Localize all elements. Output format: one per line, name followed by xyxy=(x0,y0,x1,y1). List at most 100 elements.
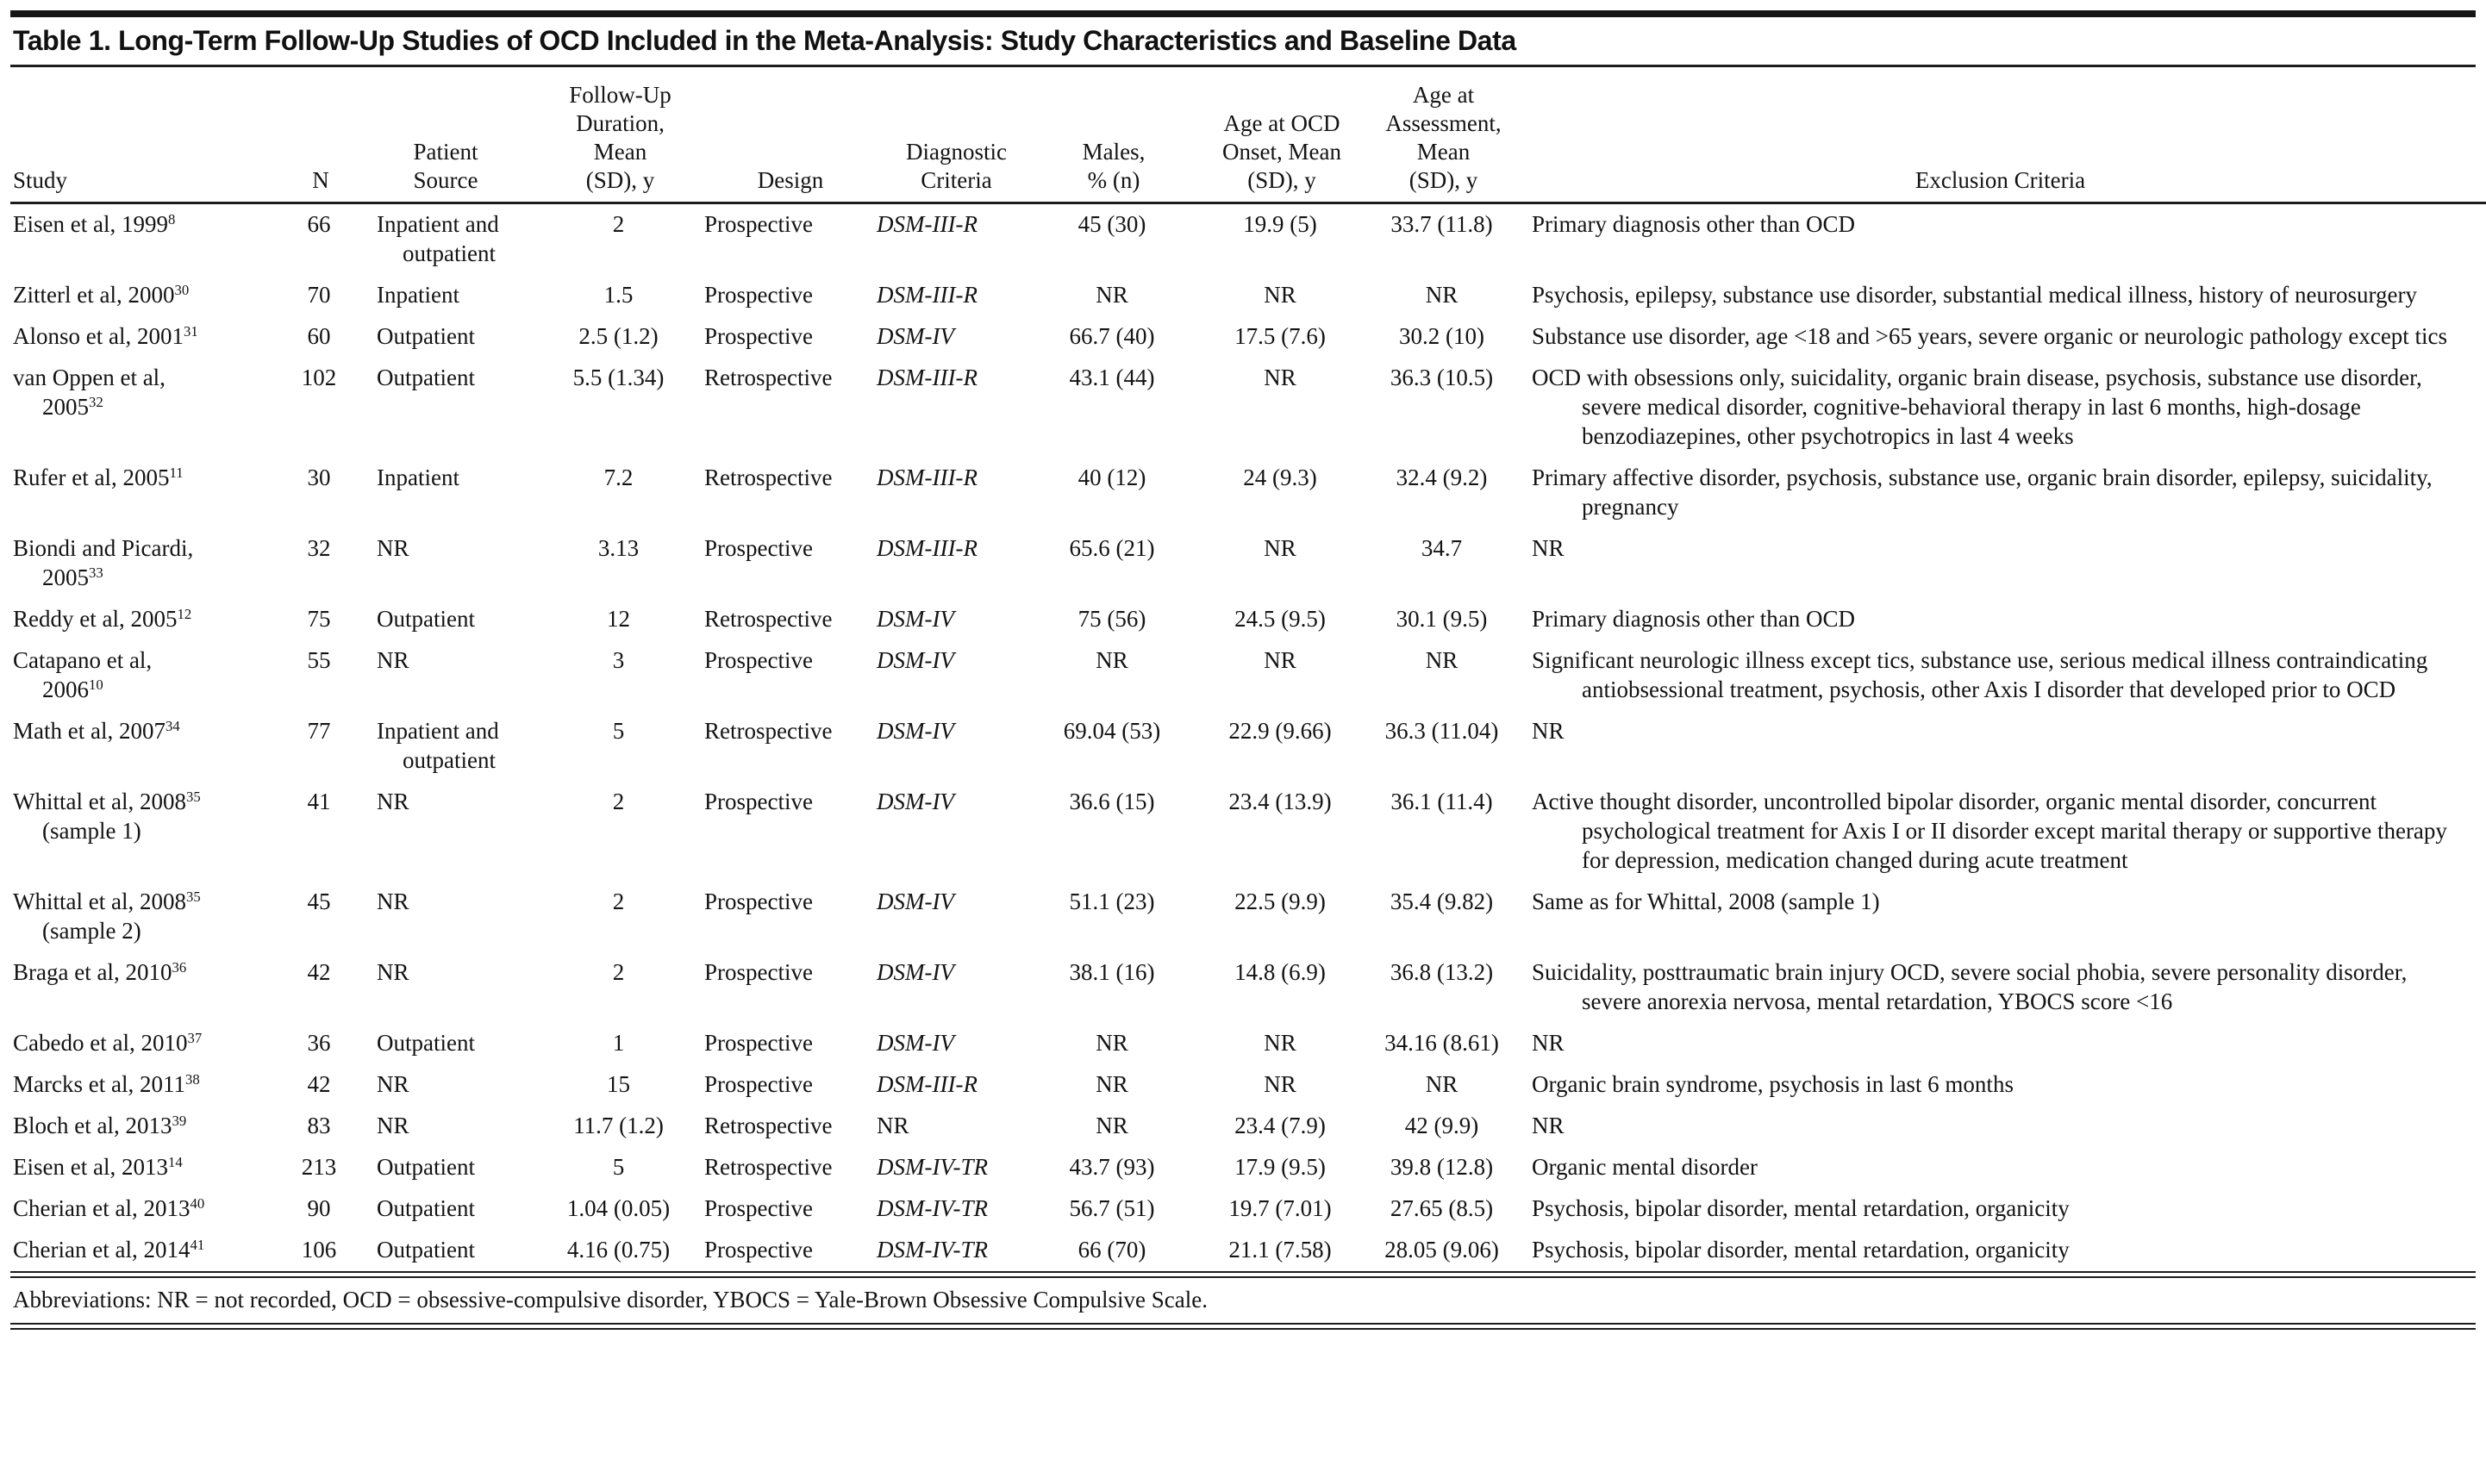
males-value: 36.6 (15) xyxy=(1069,789,1155,814)
cell-diagnostic: DSM-III-R xyxy=(877,358,1036,458)
cell-onset: NR xyxy=(1191,528,1372,599)
assessment-value: 32.4 (9.2) xyxy=(1396,465,1488,490)
cell-males: 69.04 (53) xyxy=(1036,711,1191,782)
cell-onset: 24.5 (9.5) xyxy=(1191,599,1372,640)
cell-assessment: 34.16 (8.61) xyxy=(1372,1023,1515,1064)
followup-value: 1.5 xyxy=(603,282,634,308)
cell-assessment: 30.1 (9.5) xyxy=(1372,599,1515,640)
exclusion-value: Primary diagnosis other than OCD xyxy=(1532,211,1855,237)
cell-study: Cabedo et al, 201037 xyxy=(10,1023,286,1064)
cell-assessment: 36.3 (11.04) xyxy=(1372,711,1515,782)
cell-design: Retrospective xyxy=(704,458,877,528)
cell-males: 40 (12) xyxy=(1036,458,1191,528)
assessment-value: 42 (9.9) xyxy=(1404,1113,1479,1138)
cell-study: Alonso et al, 200131 xyxy=(10,316,286,358)
n-value: 36 xyxy=(307,1030,331,1056)
cell-source: NR xyxy=(355,882,536,952)
reference-superscript: 37 xyxy=(187,1029,203,1046)
header-n: N xyxy=(286,67,355,204)
onset-value: 23.4 (13.9) xyxy=(1228,789,1332,814)
cell-followup: 5.5 (1.34) xyxy=(536,358,704,458)
cell-design: Retrospective xyxy=(704,1106,877,1147)
source-value: NR xyxy=(377,959,409,985)
n-value: 75 xyxy=(307,606,331,632)
exclusion-value: Psychosis, bipolar disorder, mental reta… xyxy=(1532,1195,2070,1221)
cell-diagnostic: DSM-IV xyxy=(877,952,1036,1023)
cell-n: 213 xyxy=(286,1147,355,1188)
cell-study: Math et al, 200734 xyxy=(10,711,286,782)
cell-exclusion: Significant neurologic illness except ti… xyxy=(1515,640,2486,711)
cell-assessment: 30.2 (10) xyxy=(1372,316,1515,358)
cell-males: 56.7 (51) xyxy=(1036,1188,1191,1230)
page-end-rule-divider xyxy=(10,1323,2476,1330)
study-name: Cabedo et al, 201037 xyxy=(13,1029,203,1056)
cell-followup: 5 xyxy=(536,1147,704,1188)
cell-males: 43.7 (93) xyxy=(1036,1147,1191,1188)
cell-design: Prospective xyxy=(704,203,877,276)
table-row: Cherian et al, 201340 90 Outpatient 1.04 (0… xyxy=(10,1188,2486,1230)
cell-design: Retrospective xyxy=(704,1147,877,1188)
cell-n: 41 xyxy=(286,782,355,882)
cell-design: Prospective xyxy=(704,275,877,316)
reference-superscript: 31 xyxy=(183,322,198,340)
study-name: Math et al, 200734 xyxy=(13,717,180,744)
source-value: NR xyxy=(377,1071,409,1097)
study-name: Marcks et al, 201138 xyxy=(13,1070,200,1097)
cell-design: Retrospective xyxy=(704,358,877,458)
cell-diagnostic: DSM-IV xyxy=(877,1023,1036,1064)
cell-study: Reddy et al, 200512 xyxy=(10,599,286,640)
cell-source: Inpatient and outpatient xyxy=(355,711,536,782)
table-body: Eisen et al, 19998 66 Inpatient and outpat… xyxy=(10,203,2486,1272)
reference-superscript: 41 xyxy=(190,1236,205,1253)
cell-study: Whittal et al, 200835 (sample 1) xyxy=(10,782,286,882)
cell-study: Marcks et al, 201138 xyxy=(10,1064,286,1106)
n-value: 30 xyxy=(307,465,331,490)
source-value: NR xyxy=(377,889,409,914)
n-value: 77 xyxy=(307,718,331,744)
exclusion-value: OCD with obsessions only, suicidality, o… xyxy=(1532,365,2422,449)
cell-study: Biondi and Picardi, 200533 xyxy=(10,528,286,599)
diagnostic-value: DSM-IV xyxy=(877,789,954,814)
cell-followup: 12 xyxy=(536,599,704,640)
cell-diagnostic: DSM-III-R xyxy=(877,203,1036,276)
table-row: Whittal et al, 200835 (sample 2) 45 NR 2 Pros… xyxy=(10,882,2486,952)
design-value: Retrospective xyxy=(704,465,833,490)
n-value: 70 xyxy=(307,282,331,308)
cell-males: 38.1 (16) xyxy=(1036,952,1191,1023)
design-value: Prospective xyxy=(704,1195,813,1221)
design-value: Prospective xyxy=(704,647,813,673)
header-design: Design xyxy=(704,67,877,204)
cell-study: Zitterl et al, 200030 xyxy=(10,275,286,316)
cell-study: Eisen et al, 201314 xyxy=(10,1147,286,1188)
design-value: Prospective xyxy=(704,1237,813,1263)
onset-value: 24.5 (9.5) xyxy=(1234,606,1326,632)
cell-onset: 19.7 (7.01) xyxy=(1191,1188,1372,1230)
assessment-value: 35.4 (9.82) xyxy=(1390,889,1494,914)
design-value: Prospective xyxy=(704,323,813,349)
top-rule-divider xyxy=(10,10,2476,17)
cell-assessment: 35.4 (9.82) xyxy=(1372,882,1515,952)
reference-superscript: 33 xyxy=(89,564,103,581)
cell-diagnostic: NR xyxy=(877,1106,1036,1147)
study-name: Cherian et al, 201340 xyxy=(13,1194,205,1221)
table-row: Alonso et al, 200131 60 Outpatient 2.5 (1.2… xyxy=(10,316,2486,358)
cell-source: Outpatient xyxy=(355,599,536,640)
cell-exclusion: Primary diagnosis other than OCD xyxy=(1515,203,2486,276)
cell-study: Rufer et al, 200511 xyxy=(10,458,286,528)
header-males: Males, % (n) xyxy=(1036,67,1191,204)
onset-value: 22.9 (9.66) xyxy=(1228,718,1332,744)
table-row: Marcks et al, 201138 42 NR 15 Prospective DSM… xyxy=(10,1064,2486,1106)
journal-table-page: Table 1. Long-Term Follow-Up Studies of … xyxy=(0,10,2486,1330)
cell-assessment: 27.65 (8.5) xyxy=(1372,1188,1515,1230)
males-value: NR xyxy=(1096,282,1128,308)
source-value: Inpatient and outpatient xyxy=(377,211,499,266)
reference-superscript: 30 xyxy=(174,281,190,298)
cell-exclusion: Primary affective disorder, psychosis, s… xyxy=(1515,458,2486,528)
n-value: 102 xyxy=(301,365,337,390)
onset-value: 23.4 (7.9) xyxy=(1234,1113,1326,1138)
cell-n: 106 xyxy=(286,1230,355,1271)
study-name: van Oppen et al, 200532 xyxy=(13,365,166,420)
cell-design: Prospective xyxy=(704,1023,877,1064)
males-value: 45 (30) xyxy=(1077,211,1146,237)
reference-superscript: 32 xyxy=(89,393,103,410)
